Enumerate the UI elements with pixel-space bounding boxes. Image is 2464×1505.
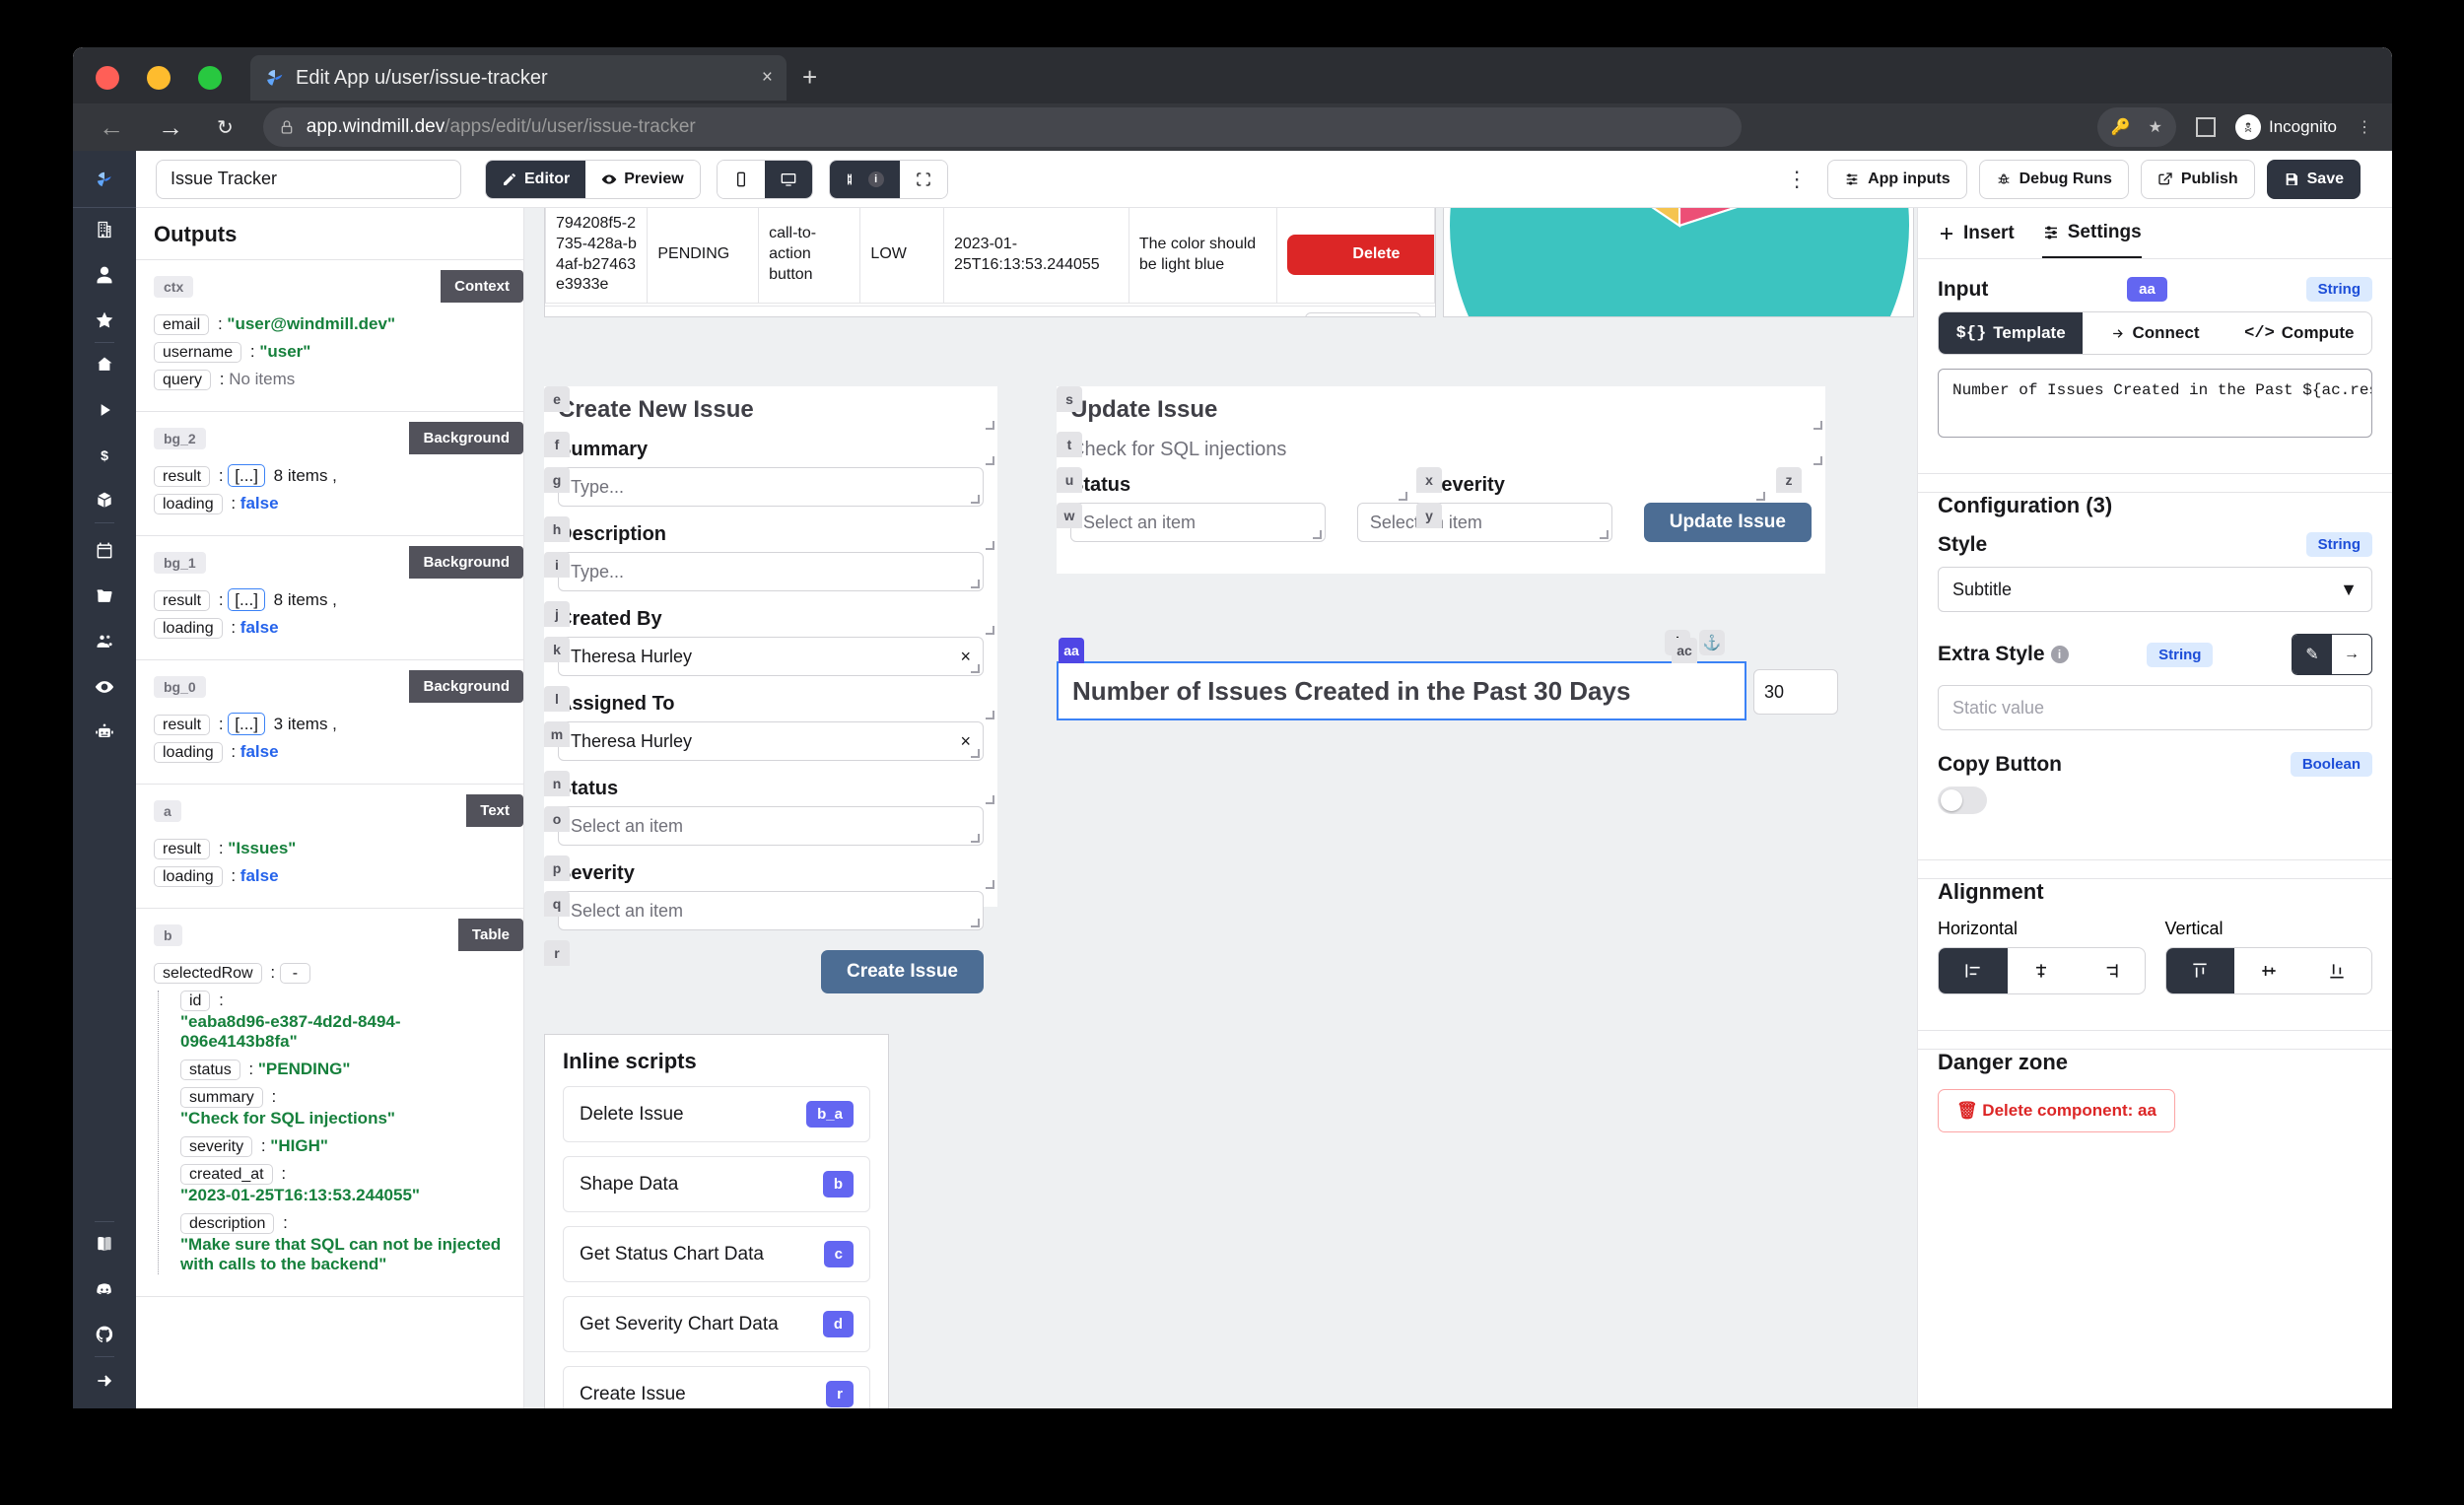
svg-text:$: $: [101, 448, 108, 464]
